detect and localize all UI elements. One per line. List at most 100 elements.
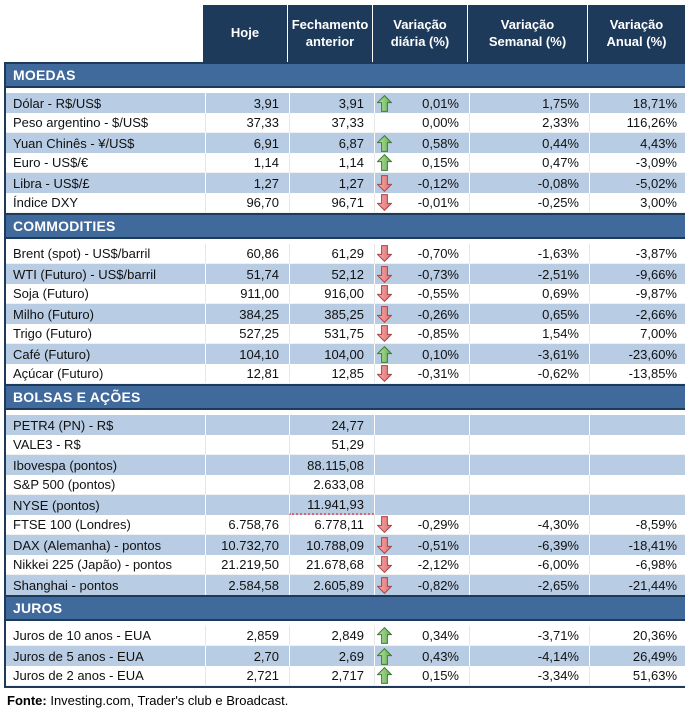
today-cell xyxy=(205,495,289,515)
label-cell: Soja (Futuro) xyxy=(13,286,89,301)
daily-change-value: 0,01% xyxy=(422,95,459,111)
today-cell xyxy=(205,415,289,435)
label-cell: WTI (Futuro) - US$/barril xyxy=(13,266,157,282)
table-row: Juros de 10 anos - EUA 2,859 2,849 0,34% -3,… xyxy=(6,626,685,646)
table-row: Dólar - R$/US$ 3,91 3,91 0,01% 1,75% 18,71% xyxy=(6,93,685,113)
weekly-change-cell: -3,71% xyxy=(469,626,589,645)
table-row: Nikkei 225 (Japão) - pontos 21.219,50 21.6… xyxy=(6,555,685,575)
prev-close-cell: 24,77 xyxy=(289,415,374,435)
up-arrow-icon xyxy=(377,627,393,644)
prev-close-cell: 11.941,93 xyxy=(289,495,374,515)
annual-change-cell: -3,09% xyxy=(589,153,687,172)
annual-change-cell xyxy=(589,475,687,494)
prev-close-cell: 916,00 xyxy=(289,284,374,303)
prev-close-cell: 531,75 xyxy=(289,324,374,343)
label-cell: Juros de 10 anos - EUA xyxy=(13,628,152,643)
section-title: JUROS xyxy=(13,600,63,616)
table-row: WTI (Futuro) - US$/barril 51,74 52,12 -0,73… xyxy=(6,264,685,284)
today-cell: 60,86 xyxy=(205,244,289,263)
daily-change-cell xyxy=(374,475,469,494)
today-cell: 911,00 xyxy=(205,284,289,303)
table-section-commodities: COMMODITIES Brent (spot) - US$/barril 60,8… xyxy=(6,213,685,384)
daily-change-cell: 0,15% xyxy=(374,153,469,172)
label-cell: Milho (Futuro) xyxy=(13,306,94,322)
weekly-change-cell: -4,30% xyxy=(469,515,589,534)
annual-change-cell: -18,41% xyxy=(589,535,687,555)
label-cell: Trigo (Futuro) xyxy=(13,326,92,341)
daily-change-value: -0,26% xyxy=(417,306,459,322)
daily-change-cell: 0,58% xyxy=(374,133,469,153)
table-row: Libra - US$/£ 1,27 1,27 -0,12% -0,08% -5,02% xyxy=(6,173,685,193)
label-cell: Ibovespa (pontos) xyxy=(13,457,118,473)
annual-change-cell: 26,49% xyxy=(589,646,687,666)
annual-change-cell xyxy=(589,495,687,515)
up-arrow-icon xyxy=(377,345,393,363)
daily-change-cell xyxy=(374,415,469,435)
table-row: Milho (Futuro) 384,25 385,25 -0,26% 0,65% -2,… xyxy=(6,304,685,324)
prev-close-cell: 1,27 xyxy=(289,173,374,193)
label-cell: Yuan Chinês - ¥/US$ xyxy=(13,135,135,151)
weekly-change-cell: -3,61% xyxy=(469,344,589,364)
annual-change-cell: 51,63% xyxy=(589,666,687,685)
daily-change-cell: -0,12% xyxy=(374,173,469,193)
label-cell: PETR4 (PN) - R$ xyxy=(13,417,114,433)
down-arrow-icon xyxy=(377,174,393,192)
today-cell: 1,27 xyxy=(205,173,289,193)
daily-change-value: 0,10% xyxy=(422,346,459,362)
prev-close-cell: 1,14 xyxy=(289,153,374,172)
annual-change-cell xyxy=(589,415,687,435)
table-row: DAX (Alemanha) - pontos 10.732,70 10.788,0… xyxy=(6,535,685,555)
prev-close-cell: 2,69 xyxy=(289,646,374,666)
annual-change-cell: -6,98% xyxy=(589,555,687,574)
label-cell: Nikkei 225 (Japão) - pontos xyxy=(13,557,172,572)
daily-change-cell xyxy=(374,455,469,475)
daily-change-value: 0,58% xyxy=(422,135,459,151)
daily-change-cell: 0,00% xyxy=(374,113,469,132)
daily-change-cell: -2,12% xyxy=(374,555,469,574)
prev-close-cell: 51,29 xyxy=(289,435,374,454)
table-row: Shanghai - pontos 2.584,58 2.605,89 -0,82% -… xyxy=(6,575,685,595)
daily-change-cell: -0,55% xyxy=(374,284,469,303)
daily-change-cell: -0,85% xyxy=(374,324,469,343)
section-gap xyxy=(6,621,685,626)
annual-change-cell: 7,00% xyxy=(589,324,687,343)
daily-change-cell xyxy=(374,435,469,454)
daily-change-cell: -0,31% xyxy=(374,364,469,383)
label-cell: Café (Futuro) xyxy=(13,346,91,362)
arrow-placeholder xyxy=(377,476,393,493)
daily-change-cell: 0,43% xyxy=(374,646,469,666)
daily-change-value: -2,12% xyxy=(417,557,459,572)
label-cell: VALE3 - R$ xyxy=(13,437,81,452)
prev-close-cell: 3,91 xyxy=(289,93,374,113)
prev-close-cell: 385,25 xyxy=(289,304,374,324)
source-label: Fonte: xyxy=(7,693,47,708)
prev-close-cell: 88.115,08 xyxy=(289,455,374,475)
prev-close-cell: 37,33 xyxy=(289,113,374,132)
daily-change-cell: -0,29% xyxy=(374,515,469,534)
today-cell xyxy=(205,475,289,494)
down-arrow-icon xyxy=(377,365,393,382)
daily-change-value: -0,55% xyxy=(417,286,459,301)
annual-change-cell xyxy=(589,455,687,475)
today-cell: 527,25 xyxy=(205,324,289,343)
label-cell: Açúcar (Futuro) xyxy=(13,366,104,381)
today-cell xyxy=(205,455,289,475)
daily-change-value: -0,29% xyxy=(417,517,459,532)
table-row: NYSE (pontos) 11.941,93 xyxy=(6,495,685,515)
down-arrow-icon xyxy=(377,265,393,283)
section-header: COMMODITIES xyxy=(6,213,685,239)
down-arrow-icon xyxy=(377,576,393,594)
header-hoje: Hoje xyxy=(203,5,287,62)
table-section-bolsas-e-a-es: BOLSAS E AÇÕES PETR4 (PN) - R$ 24,77 VALE3 … xyxy=(6,384,685,595)
today-cell: 2,70 xyxy=(205,646,289,666)
annual-change-cell: -8,59% xyxy=(589,515,687,534)
annual-change-cell: -21,44% xyxy=(589,575,687,595)
table-row: FTSE 100 (Londres) 6.758,76 6.778,11 -0,29%… xyxy=(6,515,685,535)
weekly-change-cell xyxy=(469,475,589,494)
today-cell: 21.219,50 xyxy=(205,555,289,574)
financial-summary-table: Hoje Fechamento anterior Variação diária… xyxy=(4,5,685,708)
prev-close-cell: 6.778,11 xyxy=(289,515,374,534)
prev-close-cell: 52,12 xyxy=(289,264,374,284)
label-cell: Peso argentino - $/US$ xyxy=(13,115,149,130)
header-blank-cell xyxy=(4,5,203,62)
